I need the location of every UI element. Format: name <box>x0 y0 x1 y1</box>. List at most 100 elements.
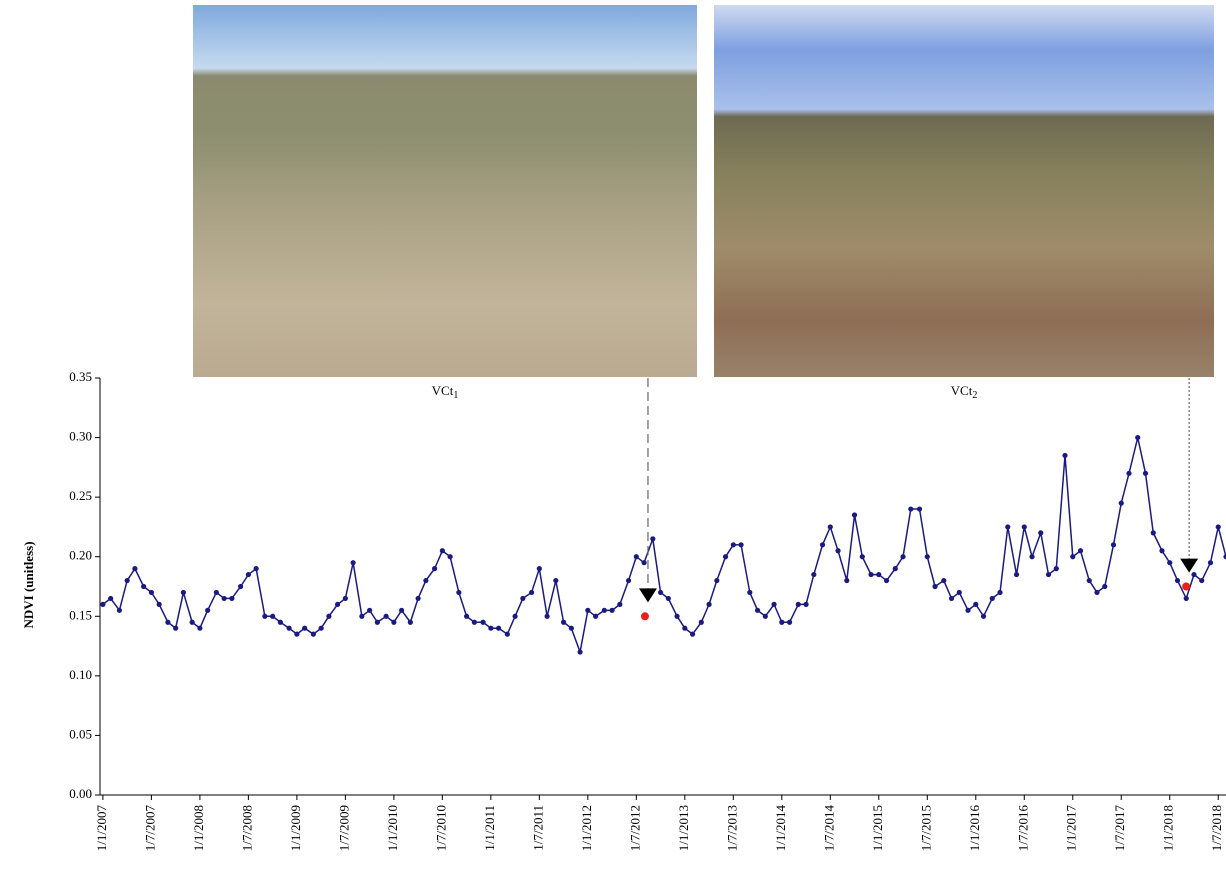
ndvi-point <box>189 619 195 625</box>
ndvi-point <box>407 619 413 625</box>
ndvi-point <box>876 571 882 578</box>
ndvi-point <box>480 619 486 625</box>
y-tick-label: 0.15 <box>69 607 92 622</box>
ndvi-point <box>633 554 639 560</box>
ndvi-point <box>528 589 535 596</box>
ndvi-point <box>592 613 599 619</box>
ndvi-point <box>156 601 162 607</box>
ndvi-point <box>496 625 502 631</box>
ndvi-point <box>714 577 720 584</box>
ndvi-point <box>391 619 397 625</box>
ndvi-point <box>965 607 971 613</box>
ndvi-point <box>286 625 292 631</box>
ndvi-point <box>754 607 761 613</box>
x-tick-label: 1/1/2009 <box>288 805 303 851</box>
ndvi-point <box>924 554 930 560</box>
y-tick-label: 0.00 <box>69 786 92 801</box>
ndvi-point <box>132 566 138 572</box>
ndvi-point <box>553 577 559 584</box>
ndvi-point <box>803 601 809 607</box>
ndvi-point <box>205 607 211 613</box>
ndvi-point <box>956 589 962 596</box>
ndvi-point <box>560 619 567 625</box>
ndvi-point <box>883 577 890 584</box>
ndvi-point <box>1150 530 1156 536</box>
ndvi-point <box>359 613 365 619</box>
ndvi-point <box>908 506 914 512</box>
ndvi-point <box>1102 583 1108 590</box>
annotation-label-subscript: 2 <box>972 390 977 401</box>
x-tick-label: 1/7/2010 <box>433 805 448 851</box>
ndvi-point <box>892 566 898 572</box>
x-tick-label: 1/7/2018 <box>1209 805 1224 851</box>
x-tick-label: 1/7/2008 <box>239 805 254 851</box>
ndvi-point <box>1038 530 1044 536</box>
ndvi-point <box>650 536 656 542</box>
ndvi-point <box>674 613 680 619</box>
ndvi-point <box>277 619 283 625</box>
ndvi-point <box>730 542 736 548</box>
ndvi-point <box>108 595 114 602</box>
ndvi-point <box>471 619 477 625</box>
ndvi-point <box>1142 470 1149 476</box>
ndvi-point <box>1118 500 1124 506</box>
ndvi-point <box>229 595 235 602</box>
ndvi-point <box>374 619 380 625</box>
ndvi-point <box>165 619 171 625</box>
annotation-point <box>640 612 649 621</box>
ndvi-point <box>173 625 179 631</box>
ndvi-point <box>253 566 259 572</box>
ndvi-point <box>262 613 268 619</box>
ndvi-point <box>657 589 664 596</box>
photo-vct2 <box>714 5 1214 377</box>
ndvi-point <box>835 548 841 554</box>
ndvi-point <box>819 542 826 548</box>
x-tick-label: 1/1/2012 <box>579 805 594 851</box>
ndvi-point <box>350 560 356 566</box>
ndvi-point <box>335 601 341 607</box>
ndvi-point <box>1013 571 1020 578</box>
ndvi-point <box>302 625 308 631</box>
ndvi-point <box>980 613 987 619</box>
ndvi-point <box>827 524 833 530</box>
x-tick-label: 1/7/2015 <box>918 805 933 851</box>
x-tick-label: 1/7/2013 <box>724 805 739 851</box>
ndvi-point <box>124 577 130 584</box>
ndvi-point <box>941 577 947 584</box>
annotation-label-text: VCt <box>432 383 454 398</box>
ndvi-point <box>698 619 704 625</box>
ndvi-point <box>342 595 348 602</box>
ndvi-point <box>399 607 405 613</box>
ndvi-point <box>464 613 470 619</box>
ndvi-point <box>900 554 906 560</box>
ndvi-point <box>245 571 251 578</box>
ndvi-point <box>771 601 777 607</box>
ndvi-point <box>1062 452 1068 459</box>
ndvi-point <box>294 631 300 637</box>
ndvi-point <box>148 589 155 596</box>
annotation-marker <box>1180 558 1199 573</box>
x-tick-label: 1/1/2018 <box>1161 805 1176 851</box>
ndvi-point <box>1191 571 1197 578</box>
ndvi-point <box>310 631 316 637</box>
ndvi-point <box>577 649 583 655</box>
ndvi-point <box>326 613 332 619</box>
ndvi-point <box>383 613 389 619</box>
ndvi-point <box>665 595 671 602</box>
ndvi-point <box>447 554 453 560</box>
ndvi-point <box>116 607 122 613</box>
ndvi-point <box>1135 434 1141 441</box>
ndvi-point <box>536 566 542 572</box>
ndvi-point <box>520 595 526 602</box>
ndvi-point <box>1094 589 1100 596</box>
ndvi-point <box>625 577 632 584</box>
ndvi-point <box>1183 595 1189 602</box>
ndvi-point <box>989 595 995 602</box>
ndvi-point <box>221 595 227 602</box>
ndvi-point <box>415 595 421 602</box>
ndvi-point <box>682 625 688 631</box>
ndvi-point <box>1070 554 1076 560</box>
ndvi-point <box>197 625 203 631</box>
ndvi-point <box>811 571 817 578</box>
